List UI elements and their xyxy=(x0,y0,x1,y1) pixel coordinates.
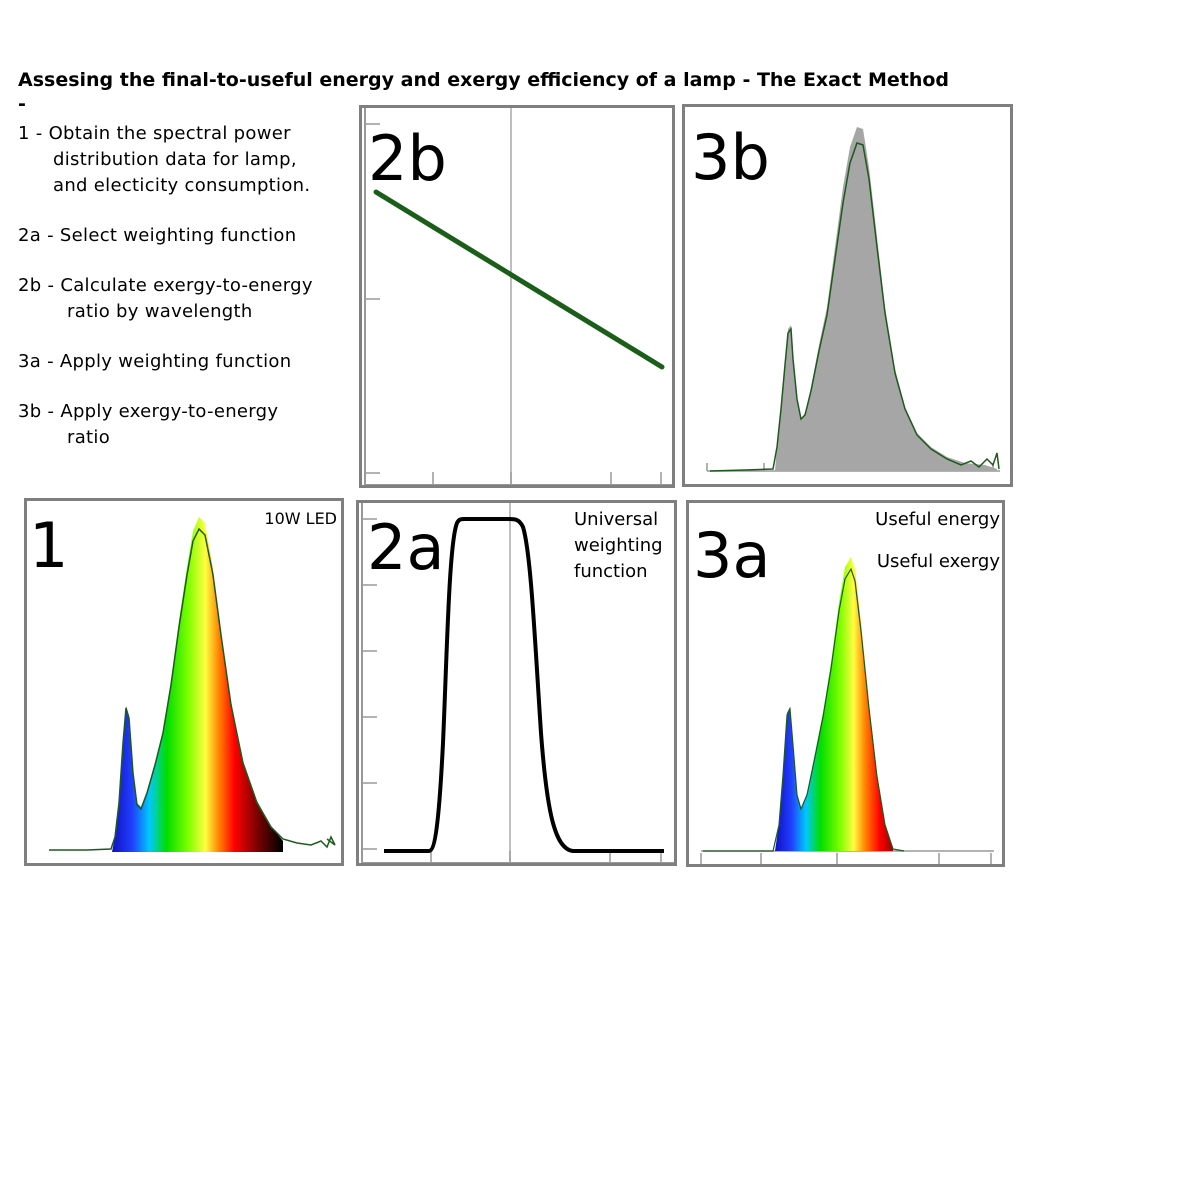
panel-2a-weighting: 2a Universal weighting function xyxy=(356,500,677,866)
panel-3b-exergy: 3b xyxy=(682,104,1013,487)
step-number: 1 - xyxy=(18,123,49,144)
panel-2b-ratio: 2b xyxy=(359,105,675,488)
page-title: Assesing the final-to-useful energy and … xyxy=(18,69,950,115)
ratio-line xyxy=(373,189,665,370)
step-3b: 3b - Apply exergy-to-energy ratio xyxy=(18,399,353,451)
ratio-plot xyxy=(364,108,672,485)
step-text-continued: ratio xyxy=(67,427,111,448)
panel-label: 3a xyxy=(693,519,771,592)
useful-exergy-line xyxy=(703,567,905,852)
led-spectrum-plot xyxy=(49,517,336,852)
step-2a: 2a - Select weighting function xyxy=(18,223,353,249)
step-text-continued: distribution data for lamp, and electici… xyxy=(53,149,311,196)
step-text: Apply exergy-to-energy xyxy=(60,401,279,422)
useful-exergy-label: Useful exergy xyxy=(876,551,1000,572)
step-text: Select weighting function xyxy=(59,225,297,246)
panel-label: 3b xyxy=(691,121,770,194)
useful-plot xyxy=(700,557,994,864)
step-text: Obtain the spectral power xyxy=(48,123,291,144)
panel-label: 2a xyxy=(367,511,445,584)
exergy-plot xyxy=(706,127,1000,472)
panel-label: 1 xyxy=(29,509,69,582)
step-text: Apply weighting function xyxy=(59,351,292,372)
weighting-label: Universal weighting function xyxy=(574,509,663,582)
useful-energy-fill xyxy=(775,557,893,851)
step-text-continued: ratio by wavelength xyxy=(67,301,253,322)
step-number: 2b - xyxy=(18,275,61,296)
weighting-plot xyxy=(361,503,674,863)
step-1: 1 - Obtain the spectral power distributi… xyxy=(18,121,353,199)
step-number: 3a - xyxy=(18,351,60,372)
exergy-area xyxy=(775,127,997,471)
step-text: Calculate exergy-to-energy xyxy=(60,275,313,296)
panel-3a-useful: 3a Useful energy Useful exergy xyxy=(686,500,1005,867)
lamp-label: 10W LED xyxy=(264,509,337,528)
energy-line xyxy=(709,142,1000,472)
weighting-curve xyxy=(384,517,664,853)
step-number: 3b - xyxy=(18,401,61,422)
step-3a: 3a - Apply weighting function xyxy=(18,349,353,375)
panel-label: 2b xyxy=(368,122,447,195)
panel-1-spectrum: 1 10W LED xyxy=(24,498,344,866)
step-2b: 2b - Calculate exergy-to-energy ratio by… xyxy=(18,273,353,325)
step-number: 2a - xyxy=(18,225,60,246)
step-list: 1 - Obtain the spectral power distributi… xyxy=(18,121,353,475)
led-spectrum-line xyxy=(49,527,336,851)
useful-energy-label: Useful energy xyxy=(875,509,1000,530)
